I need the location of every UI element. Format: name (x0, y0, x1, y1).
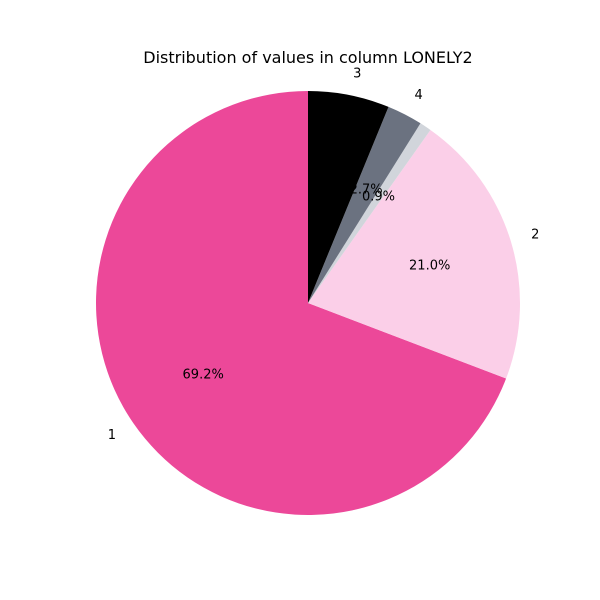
slice-label-1: 2 (531, 228, 539, 243)
pie-labels: 1 69.2% 2 21.0% 0.9% 4 2.7% 3 (108, 67, 540, 443)
slice-percent-0: 69.2% (183, 368, 224, 383)
pie-slice-4 (308, 91, 389, 303)
pie-slice-0 (96, 91, 507, 515)
pie-slice-1 (308, 129, 521, 379)
pie-slices (96, 91, 521, 515)
slice-label-4: 3 (353, 67, 361, 82)
slice-percent-1: 21.0% (409, 259, 450, 274)
pie-slice-2 (308, 123, 431, 303)
slice-percent-2: 0.9% (362, 190, 395, 205)
pie-slice-3 (308, 106, 421, 303)
chart-title: Distribution of values in column LONELY2 (143, 48, 472, 67)
slice-label-0: 1 (108, 428, 116, 443)
slice-label-3: 4 (415, 88, 423, 103)
slice-percent-3: 2.7% (350, 182, 383, 197)
